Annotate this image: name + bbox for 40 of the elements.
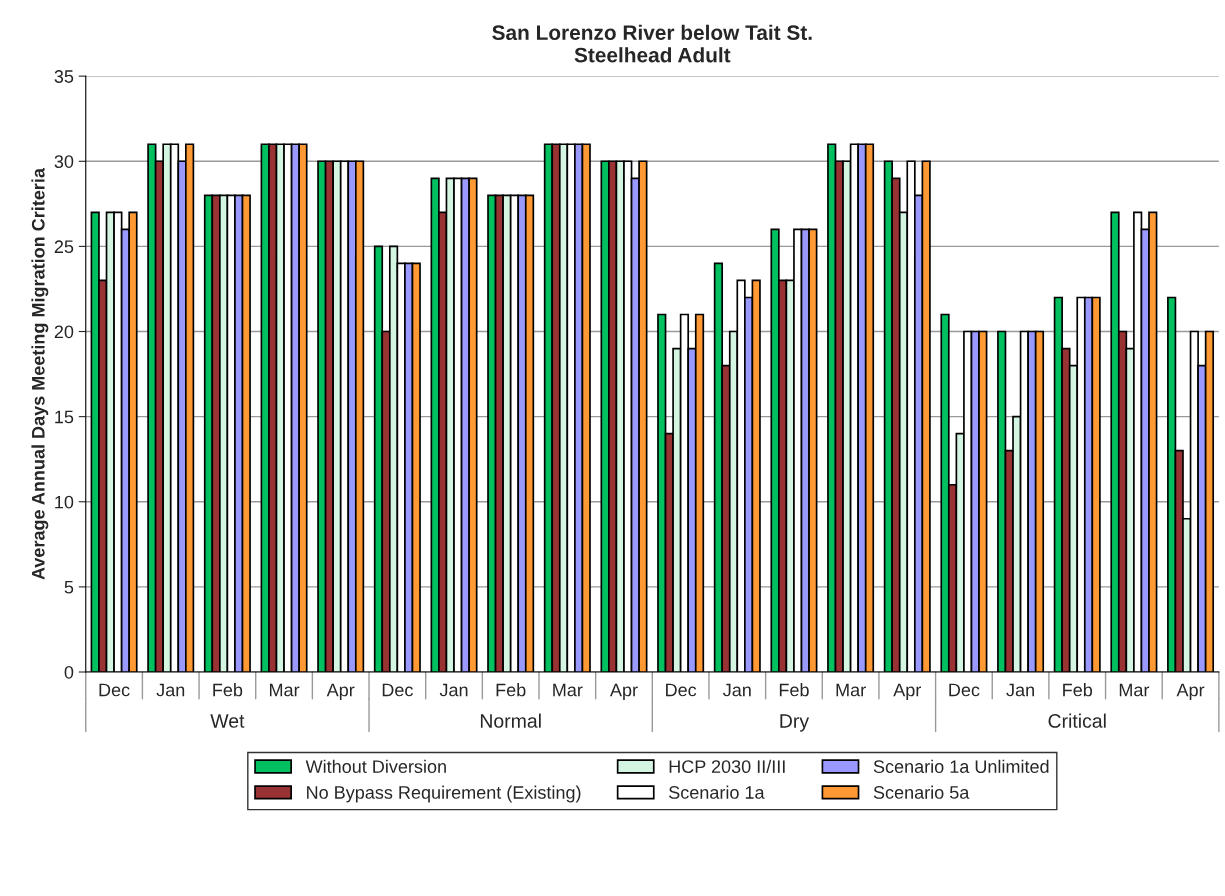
- legend-label: Scenario 5a: [873, 785, 970, 799]
- legend-label: No Bypass Requirement (Existing): [307, 785, 581, 803]
- x-tick-label: Dec: [99, 683, 130, 697]
- y-tick-label: 0: [64, 665, 74, 679]
- x-tick-label: Dec: [666, 683, 697, 697]
- y-tick-label: 15: [55, 410, 74, 424]
- x-tick-label: Jan: [439, 683, 468, 697]
- chart-title: San Lorenzo River below Tait St. Steelhead Adult: [492, 24, 812, 63]
- x-tick-label: Dec: [382, 683, 413, 697]
- x-tick-label: Mar: [836, 683, 866, 697]
- x-tick-label: Feb: [496, 683, 526, 697]
- x-tick-label: Apr: [609, 683, 638, 700]
- legend-label: HCP 2030 II/III: [669, 759, 785, 774]
- x-tick-label: Apr: [326, 683, 355, 700]
- text: Wet: [210, 714, 245, 728]
- legend-label: Scenario 1a Unlimited: [873, 759, 1049, 774]
- x-tick-label: Jan: [156, 683, 185, 697]
- x-tick-label: Mar: [269, 683, 300, 697]
- x-tick-label: Jan: [723, 683, 751, 697]
- legend-label: Scenario 1a: [669, 785, 765, 799]
- x-tick-label: Mar: [553, 683, 583, 697]
- x-tick-label: Dec: [949, 683, 980, 697]
- y-axis-title: Average Annual Days Meeting Migration Criteria: [31, 167, 49, 580]
- legend-label: Without Diversion: [305, 759, 446, 774]
- y-tick-label: 5: [64, 581, 74, 594]
- text: Critical: [1048, 713, 1106, 728]
- y-tick-label: 25: [54, 240, 74, 254]
- y-tick-label: 20: [54, 325, 74, 339]
- x-tick-label: Apr: [893, 683, 922, 700]
- y-tick-label: 10: [55, 495, 74, 509]
- x-tick-label: Feb: [779, 683, 809, 697]
- x-tick-label: Jan: [1006, 683, 1034, 697]
- x-tick-label: Feb: [213, 683, 243, 697]
- text: Normal: [480, 713, 541, 728]
- y-tick-label: 35: [54, 70, 74, 83]
- text: Dry: [780, 714, 810, 732]
- x-tick-label: Feb: [1063, 683, 1093, 697]
- y-tick-label: 30: [54, 155, 74, 168]
- x-tick-label: Apr: [1176, 683, 1205, 700]
- x-tick-label: Mar: [1119, 683, 1150, 697]
